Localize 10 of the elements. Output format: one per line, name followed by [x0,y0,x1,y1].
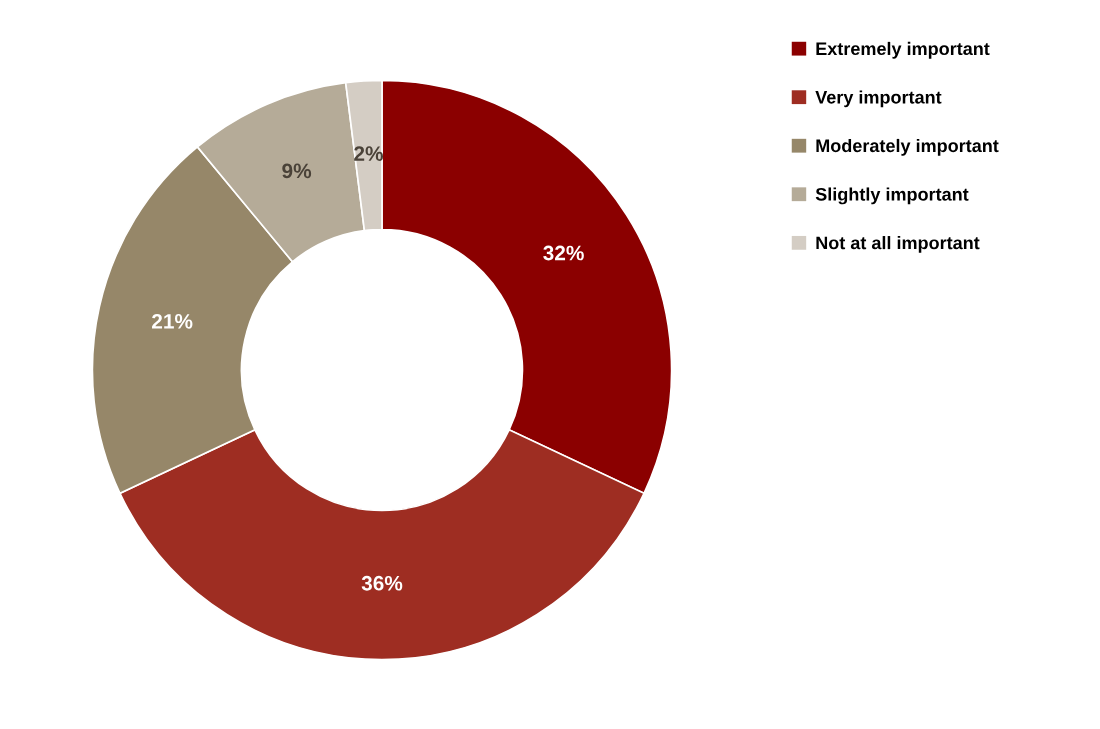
legend-label: Not at all important [816,236,980,253]
data-label: 2% [354,146,383,161]
legend-label: Extremely important [816,41,990,59]
data-label: 21% [152,313,193,329]
legend-label: Very important [815,90,942,108]
data-label: 36% [361,575,403,591]
legend-label: Moderately important [816,138,999,156]
data-label: 9% [282,163,312,179]
data-label: 32% [543,245,584,261]
legend-label: Slightly important [815,187,969,205]
